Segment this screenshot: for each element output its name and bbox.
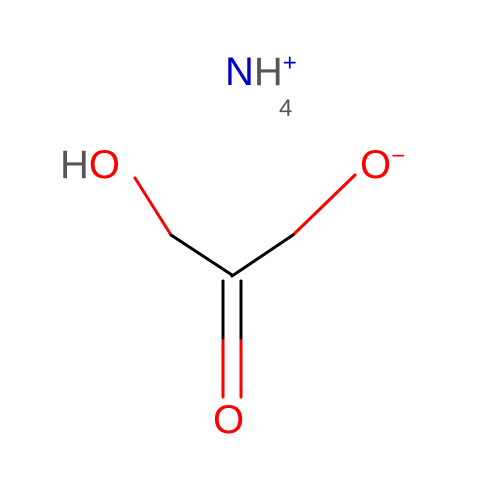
bond-c-ominus-black: [232, 235, 293, 276]
bond-c-oh-black: [171, 235, 232, 275]
odouble-o: O: [213, 398, 244, 442]
hydroxyl-h: H: [60, 143, 89, 187]
ammonium-sub: 4: [279, 95, 292, 122]
bond-c-ominus-red: [293, 175, 355, 235]
ominus-label: O−: [360, 145, 405, 185]
ominus-o: O: [360, 143, 391, 187]
odouble-label: O: [213, 400, 244, 440]
ammonium-n: N: [225, 50, 254, 94]
ammonium-charge: +: [283, 50, 297, 77]
hydroxyl-label: HO: [60, 145, 120, 185]
bond-c-oh-red: [135, 178, 171, 235]
ominus-charge: −: [391, 143, 405, 170]
hydroxyl-o: O: [89, 143, 120, 187]
ammonium-sub-label: 4: [279, 74, 292, 114]
